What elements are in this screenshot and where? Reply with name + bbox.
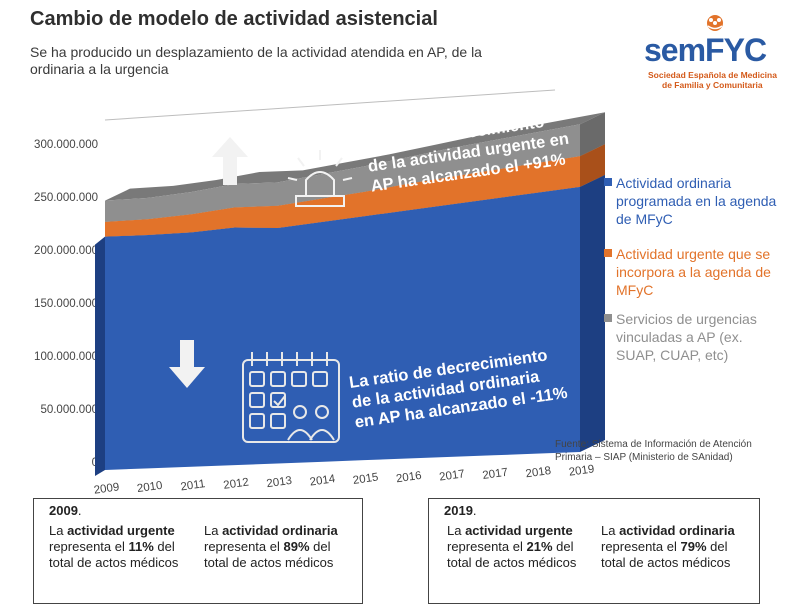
y-tick-label: 200.000.000 <box>34 245 98 257</box>
x-tick-label: 2014 <box>309 473 337 489</box>
x-tick-label: 2012 <box>223 476 250 491</box>
arrow-down-shape <box>169 340 205 388</box>
calendar-cell <box>312 371 328 387</box>
x-tick-label: 2009 <box>93 481 120 496</box>
calendar-cell <box>291 371 307 387</box>
arrow-up-shape <box>212 137 248 185</box>
alarm-dome <box>305 171 335 196</box>
x-tick-label: 2017 <box>482 467 509 482</box>
calendar-check <box>273 395 286 407</box>
legend-item-ordinaria: Actividad ordinaria programada en la age… <box>604 174 784 228</box>
calendar-icon <box>242 352 340 443</box>
arrow-down-icon <box>169 340 205 388</box>
alarm-light-icon <box>287 150 353 207</box>
y-tick-label: 150.000.000 <box>34 298 98 310</box>
calendar-cell <box>270 392 286 408</box>
alarm-ray <box>297 157 305 167</box>
calendar-cell <box>249 371 265 387</box>
guide-line <box>104 89 556 121</box>
logo-people-icon <box>707 15 723 31</box>
y-tick-label: 0 <box>92 457 98 469</box>
nurse-head <box>315 405 329 419</box>
alarm-base <box>295 195 345 207</box>
area-ordinaria-left-side <box>95 236 105 476</box>
calendar-cell <box>249 392 265 408</box>
chart-title: Cambio de modelo de actividad asistencia… <box>30 8 438 30</box>
chart-subtitle: Se ha producido un desplazamiento de la … <box>30 44 482 77</box>
x-tick-label: 2018 <box>525 465 552 480</box>
box-year: 2019 <box>444 503 473 518</box>
nurse-body <box>309 429 335 441</box>
x-tick-label: 2013 <box>266 475 293 490</box>
calendar-frame <box>242 359 340 443</box>
box-year: 2009 <box>49 503 78 518</box>
area-ordinaria <box>105 186 580 470</box>
alarm-ray <box>342 177 353 181</box>
logo-org-line2: de Familia y Comunitaria <box>662 80 763 90</box>
area-urgente-side <box>580 144 605 187</box>
x-tick-label: 2019 <box>568 463 595 478</box>
stacked-area-chart: 0 50.000.000 100.000.000 150.000.000 200.000… <box>34 89 605 497</box>
doctor-head <box>293 405 307 419</box>
calendar-cell <box>270 371 286 387</box>
y-tick-label: 300.000.000 <box>34 139 98 151</box>
x-tick-label: 2016 <box>395 470 422 485</box>
doctor-body <box>287 429 313 441</box>
x-tick-label: 2010 <box>136 480 163 495</box>
x-tick-label: 2011 <box>180 478 206 493</box>
calendar-cell <box>249 413 265 429</box>
x-tick-label: 2015 <box>352 471 379 486</box>
summary-box-2009: 2009. La actividad urgente representa el… <box>33 498 363 604</box>
logo-org-line1: Sociedad Española de Medicina <box>648 70 777 80</box>
legend-item-urgente: Actividad urgente que se incorpora a la … <box>604 245 776 299</box>
area-ordinaria-side <box>580 174 605 452</box>
box-ordinaria-text: La actividad ordinaria representa el 89%… <box>204 523 338 570</box>
arrow-up-icon <box>212 137 248 185</box>
y-tick-label: 100.000.000 <box>34 351 98 363</box>
legend-swatch-ordinaria <box>604 178 612 186</box>
calendar-cell <box>270 413 286 429</box>
legend-item-servicios: Servicios de urgencias vinculadas a AP (… <box>604 310 774 364</box>
semfyc-logo: semFYC Sociedad Española de Medicina de … <box>640 14 777 90</box>
summary-box-2019: 2019. La actividad urgente representa el… <box>428 498 760 604</box>
legend-swatch-urgente <box>604 249 612 257</box>
area-servicios <box>105 124 580 222</box>
alarm-ray <box>335 157 343 167</box>
area-servicios-side <box>580 112 605 157</box>
y-tick-label: 50.000.000 <box>40 404 98 416</box>
alarm-ray <box>287 177 298 181</box>
legend-swatch-servicios <box>604 314 612 322</box>
y-tick-label: 250.000.000 <box>34 192 98 204</box>
logo-wordmark: semFYC <box>644 32 767 68</box>
box-ordinaria-text: La actividad ordinaria representa el 79%… <box>601 523 735 570</box>
x-tick-label: 2017 <box>439 468 466 483</box>
box-urgente-text: La actividad urgente representa el 11% d… <box>49 523 179 570</box>
source-note: Fuente: Sistema de Información de Atenci… <box>555 439 752 463</box>
box-urgente-text: La actividad urgente representa el 21% d… <box>447 523 577 570</box>
